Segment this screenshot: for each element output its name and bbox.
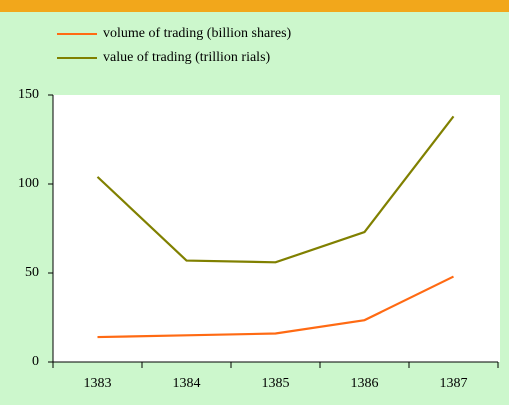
legend-label: value of trading (trillion rials) (103, 50, 271, 65)
x-tick-label: 1387 (440, 376, 468, 391)
y-tick-label: 50 (25, 265, 39, 280)
top-bar (0, 0, 509, 12)
x-tick-label: 1384 (173, 376, 201, 391)
y-tick-label: 100 (18, 176, 39, 191)
data-line (97, 275, 454, 339)
plot-area (53, 95, 500, 362)
x-tick-label: 1383 (84, 376, 112, 391)
x-tick-label: 1385 (262, 376, 290, 391)
data-line (96, 115, 455, 264)
legend-label: volume of trading (billion shares) (103, 26, 292, 41)
x-tick-label: 1386 (351, 376, 379, 391)
y-tick-label: 0 (32, 354, 39, 369)
y-tick-label: 150 (18, 87, 39, 102)
